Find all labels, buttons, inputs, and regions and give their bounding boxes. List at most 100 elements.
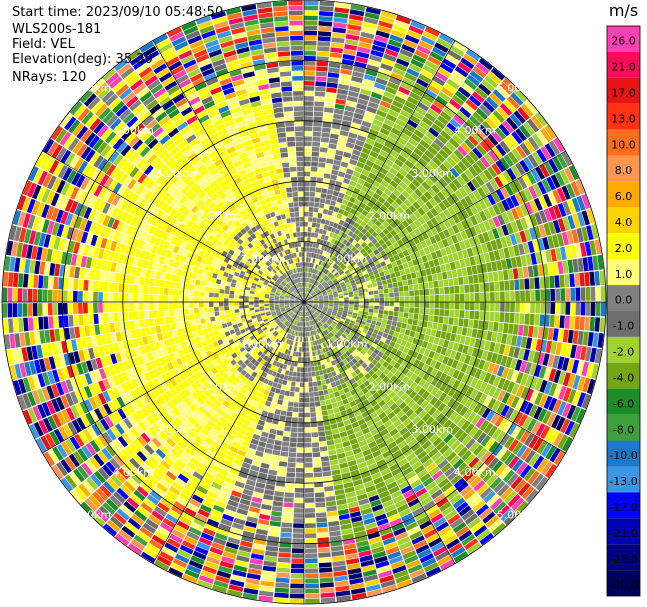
velocity-cell xyxy=(371,223,379,231)
velocity-cell xyxy=(427,145,438,156)
velocity-cell xyxy=(397,53,412,63)
velocity-cell xyxy=(319,567,333,573)
velocity-cell xyxy=(556,187,567,202)
velocity-cell xyxy=(307,272,311,278)
velocity-cell xyxy=(378,224,386,231)
velocity-cell xyxy=(404,241,411,249)
velocity-cell xyxy=(548,206,557,221)
velocity-cell xyxy=(403,312,409,318)
velocity-cell xyxy=(454,260,461,269)
velocity-cell xyxy=(442,255,450,264)
velocity-cell xyxy=(304,477,314,483)
velocity-cell xyxy=(364,305,369,309)
velocity-cell xyxy=(331,227,337,233)
velocity-cell xyxy=(413,210,422,219)
velocity-cell xyxy=(374,82,386,91)
velocity-cell xyxy=(319,278,324,284)
velocity-cell xyxy=(304,387,309,393)
velocity-cell xyxy=(284,426,291,432)
velocity-cell xyxy=(454,293,460,302)
velocity-cell xyxy=(323,283,328,288)
velocity-cell xyxy=(402,77,415,87)
velocity-cell xyxy=(439,163,449,174)
velocity-cell xyxy=(327,444,336,451)
velocity-cell xyxy=(345,261,351,267)
velocity-cell xyxy=(367,101,379,109)
velocity-cell xyxy=(491,191,501,203)
velocity-cell xyxy=(459,285,465,294)
velocity-cell xyxy=(430,104,442,115)
velocity-cell xyxy=(307,295,312,299)
velocity-cell xyxy=(315,192,321,198)
velocity-cell xyxy=(282,400,289,406)
velocity-cell xyxy=(325,500,337,507)
velocity-cell xyxy=(310,290,314,295)
velocity-cell xyxy=(471,265,478,275)
velocity-cell xyxy=(575,287,581,301)
velocity-cell xyxy=(399,269,406,276)
velocity-cell xyxy=(369,275,376,280)
velocity-cell xyxy=(443,316,449,325)
velocity-cell xyxy=(449,152,461,164)
velocity-cell xyxy=(319,271,323,277)
velocity-cell xyxy=(298,417,304,423)
velocity-cell xyxy=(397,154,407,164)
velocity-cell xyxy=(459,293,465,302)
velocity-cell xyxy=(274,491,284,497)
velocity-cell xyxy=(316,51,330,57)
velocity-cell xyxy=(372,163,382,171)
velocity-cell xyxy=(304,528,317,533)
velocity-cell xyxy=(314,396,320,402)
velocity-cell xyxy=(370,167,379,176)
velocity-cell xyxy=(339,243,345,249)
velocity-cell xyxy=(381,58,395,67)
velocity-cell xyxy=(358,156,367,164)
velocity-cell xyxy=(363,291,369,296)
velocity-cell xyxy=(453,317,459,326)
velocity-cell xyxy=(418,225,426,234)
velocity-cell xyxy=(316,61,329,67)
velocity-cell xyxy=(348,266,355,272)
velocity-cell xyxy=(384,247,391,254)
velocity-cell xyxy=(304,106,314,111)
velocity-cell xyxy=(438,33,454,45)
velocity-cell xyxy=(389,167,398,176)
velocity-cell xyxy=(426,210,435,220)
velocity-cell xyxy=(413,147,424,157)
velocity-cell xyxy=(548,221,556,235)
velocity-cell xyxy=(344,44,358,51)
velocity-cell xyxy=(306,272,309,278)
velocity-cell xyxy=(315,282,320,287)
velocity-cell xyxy=(312,242,317,248)
velocity-cell xyxy=(419,139,430,149)
velocity-cell xyxy=(374,35,389,44)
velocity-cell xyxy=(482,100,495,113)
velocity-cell xyxy=(358,93,370,101)
velocity-cell xyxy=(500,302,505,312)
velocity-cell xyxy=(366,106,377,114)
velocity-cell xyxy=(349,85,361,93)
velocity-cell xyxy=(421,116,434,127)
velocity-cell xyxy=(546,176,556,191)
velocity-cell xyxy=(386,196,395,205)
velocity-cell xyxy=(374,176,383,184)
velocity-cell xyxy=(290,568,304,574)
velocity-cell xyxy=(304,20,318,26)
velocity-cell xyxy=(304,472,314,478)
velocity-cell xyxy=(348,294,354,298)
velocity-cell xyxy=(561,185,571,200)
velocity-cell xyxy=(317,547,331,553)
velocity-cell xyxy=(311,273,315,279)
velocity-cell xyxy=(299,397,304,403)
velocity-cell xyxy=(387,154,397,163)
velocity-cell xyxy=(304,518,316,523)
velocity-cell xyxy=(424,26,440,37)
velocity-cell xyxy=(332,270,338,275)
velocity-cell xyxy=(364,111,376,119)
velocity-cell xyxy=(316,282,321,287)
velocity-cell xyxy=(495,143,507,157)
velocity-cell xyxy=(386,278,392,284)
velocity-cell xyxy=(348,14,364,22)
velocity-cell xyxy=(379,150,389,158)
velocity-cell xyxy=(308,217,313,222)
